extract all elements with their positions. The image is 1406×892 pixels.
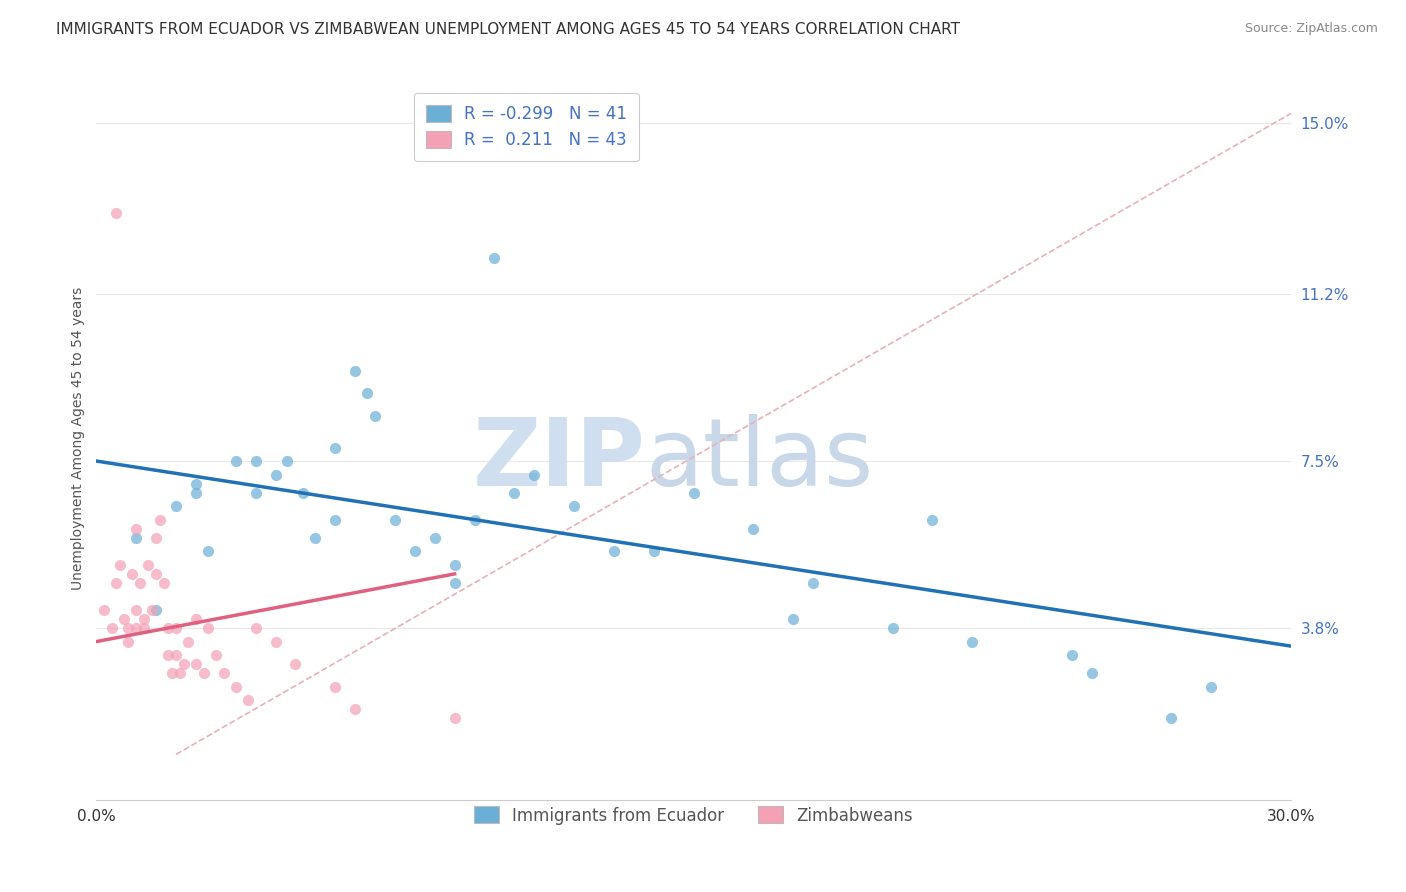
- Point: [145, 603, 167, 617]
- Point: [134, 612, 156, 626]
- Point: [141, 603, 163, 617]
- Point: [105, 575, 128, 590]
- Point: [125, 603, 148, 617]
- Point: [1080, 666, 1102, 681]
- Point: [145, 531, 167, 545]
- Point: [136, 558, 159, 572]
- Point: [236, 693, 259, 707]
- Legend: Immigrants from Ecuador, Zimbabweans: Immigrants from Ecuador, Zimbabweans: [464, 797, 922, 835]
- Point: [284, 657, 307, 672]
- Point: [742, 522, 765, 536]
- Point: [225, 454, 247, 468]
- Point: [193, 666, 215, 681]
- Point: [323, 680, 346, 694]
- Point: [276, 454, 298, 468]
- Text: Source: ZipAtlas.com: Source: ZipAtlas.com: [1244, 22, 1378, 36]
- Point: [801, 575, 824, 590]
- Point: [125, 522, 148, 536]
- Point: [443, 711, 465, 725]
- Point: [184, 657, 207, 672]
- Point: [484, 251, 506, 265]
- Point: [245, 621, 267, 635]
- Point: [503, 485, 526, 500]
- Point: [149, 513, 172, 527]
- Point: [197, 544, 219, 558]
- Text: IMMIGRANTS FROM ECUADOR VS ZIMBABWEAN UNEMPLOYMENT AMONG AGES 45 TO 54 YEARS COR: IMMIGRANTS FROM ECUADOR VS ZIMBABWEAN UN…: [56, 22, 960, 37]
- Point: [603, 544, 626, 558]
- Point: [323, 513, 346, 527]
- Point: [169, 666, 191, 681]
- Point: [464, 513, 486, 527]
- Text: ZIP: ZIP: [472, 414, 645, 506]
- Point: [110, 558, 132, 572]
- Point: [443, 558, 465, 572]
- Point: [292, 485, 315, 500]
- Point: [682, 485, 704, 500]
- Point: [93, 603, 115, 617]
- Point: [323, 441, 346, 455]
- Point: [165, 499, 187, 513]
- Point: [112, 612, 135, 626]
- Point: [145, 566, 167, 581]
- Point: [344, 702, 367, 716]
- Point: [356, 386, 378, 401]
- Point: [782, 612, 804, 626]
- Point: [404, 544, 426, 558]
- Point: [245, 485, 267, 500]
- Point: [117, 621, 139, 635]
- Point: [101, 621, 124, 635]
- Point: [523, 467, 546, 482]
- Point: [173, 657, 195, 672]
- Point: [197, 621, 219, 635]
- Point: [105, 206, 128, 220]
- Point: [165, 648, 187, 662]
- Point: [960, 634, 983, 648]
- Point: [264, 634, 287, 648]
- Point: [1160, 711, 1182, 725]
- Point: [184, 485, 207, 500]
- Point: [204, 648, 226, 662]
- Point: [423, 531, 446, 545]
- Point: [125, 531, 148, 545]
- Point: [384, 513, 406, 527]
- Point: [121, 566, 143, 581]
- Point: [212, 666, 235, 681]
- Point: [364, 409, 387, 423]
- Point: [264, 467, 287, 482]
- Point: [643, 544, 665, 558]
- Point: [117, 634, 139, 648]
- Point: [184, 476, 207, 491]
- Point: [1199, 680, 1222, 694]
- Point: [160, 666, 183, 681]
- Point: [125, 621, 148, 635]
- Point: [882, 621, 904, 635]
- Point: [156, 621, 179, 635]
- Point: [184, 612, 207, 626]
- Point: [304, 531, 326, 545]
- Point: [245, 454, 267, 468]
- Point: [129, 575, 152, 590]
- Point: [177, 634, 200, 648]
- Point: [153, 575, 176, 590]
- Y-axis label: Unemployment Among Ages 45 to 54 years: Unemployment Among Ages 45 to 54 years: [72, 287, 86, 591]
- Point: [344, 364, 367, 378]
- Point: [443, 575, 465, 590]
- Point: [562, 499, 585, 513]
- Point: [134, 621, 156, 635]
- Point: [165, 621, 187, 635]
- Point: [225, 680, 247, 694]
- Point: [1060, 648, 1083, 662]
- Point: [921, 513, 943, 527]
- Point: [156, 648, 179, 662]
- Text: atlas: atlas: [645, 414, 875, 506]
